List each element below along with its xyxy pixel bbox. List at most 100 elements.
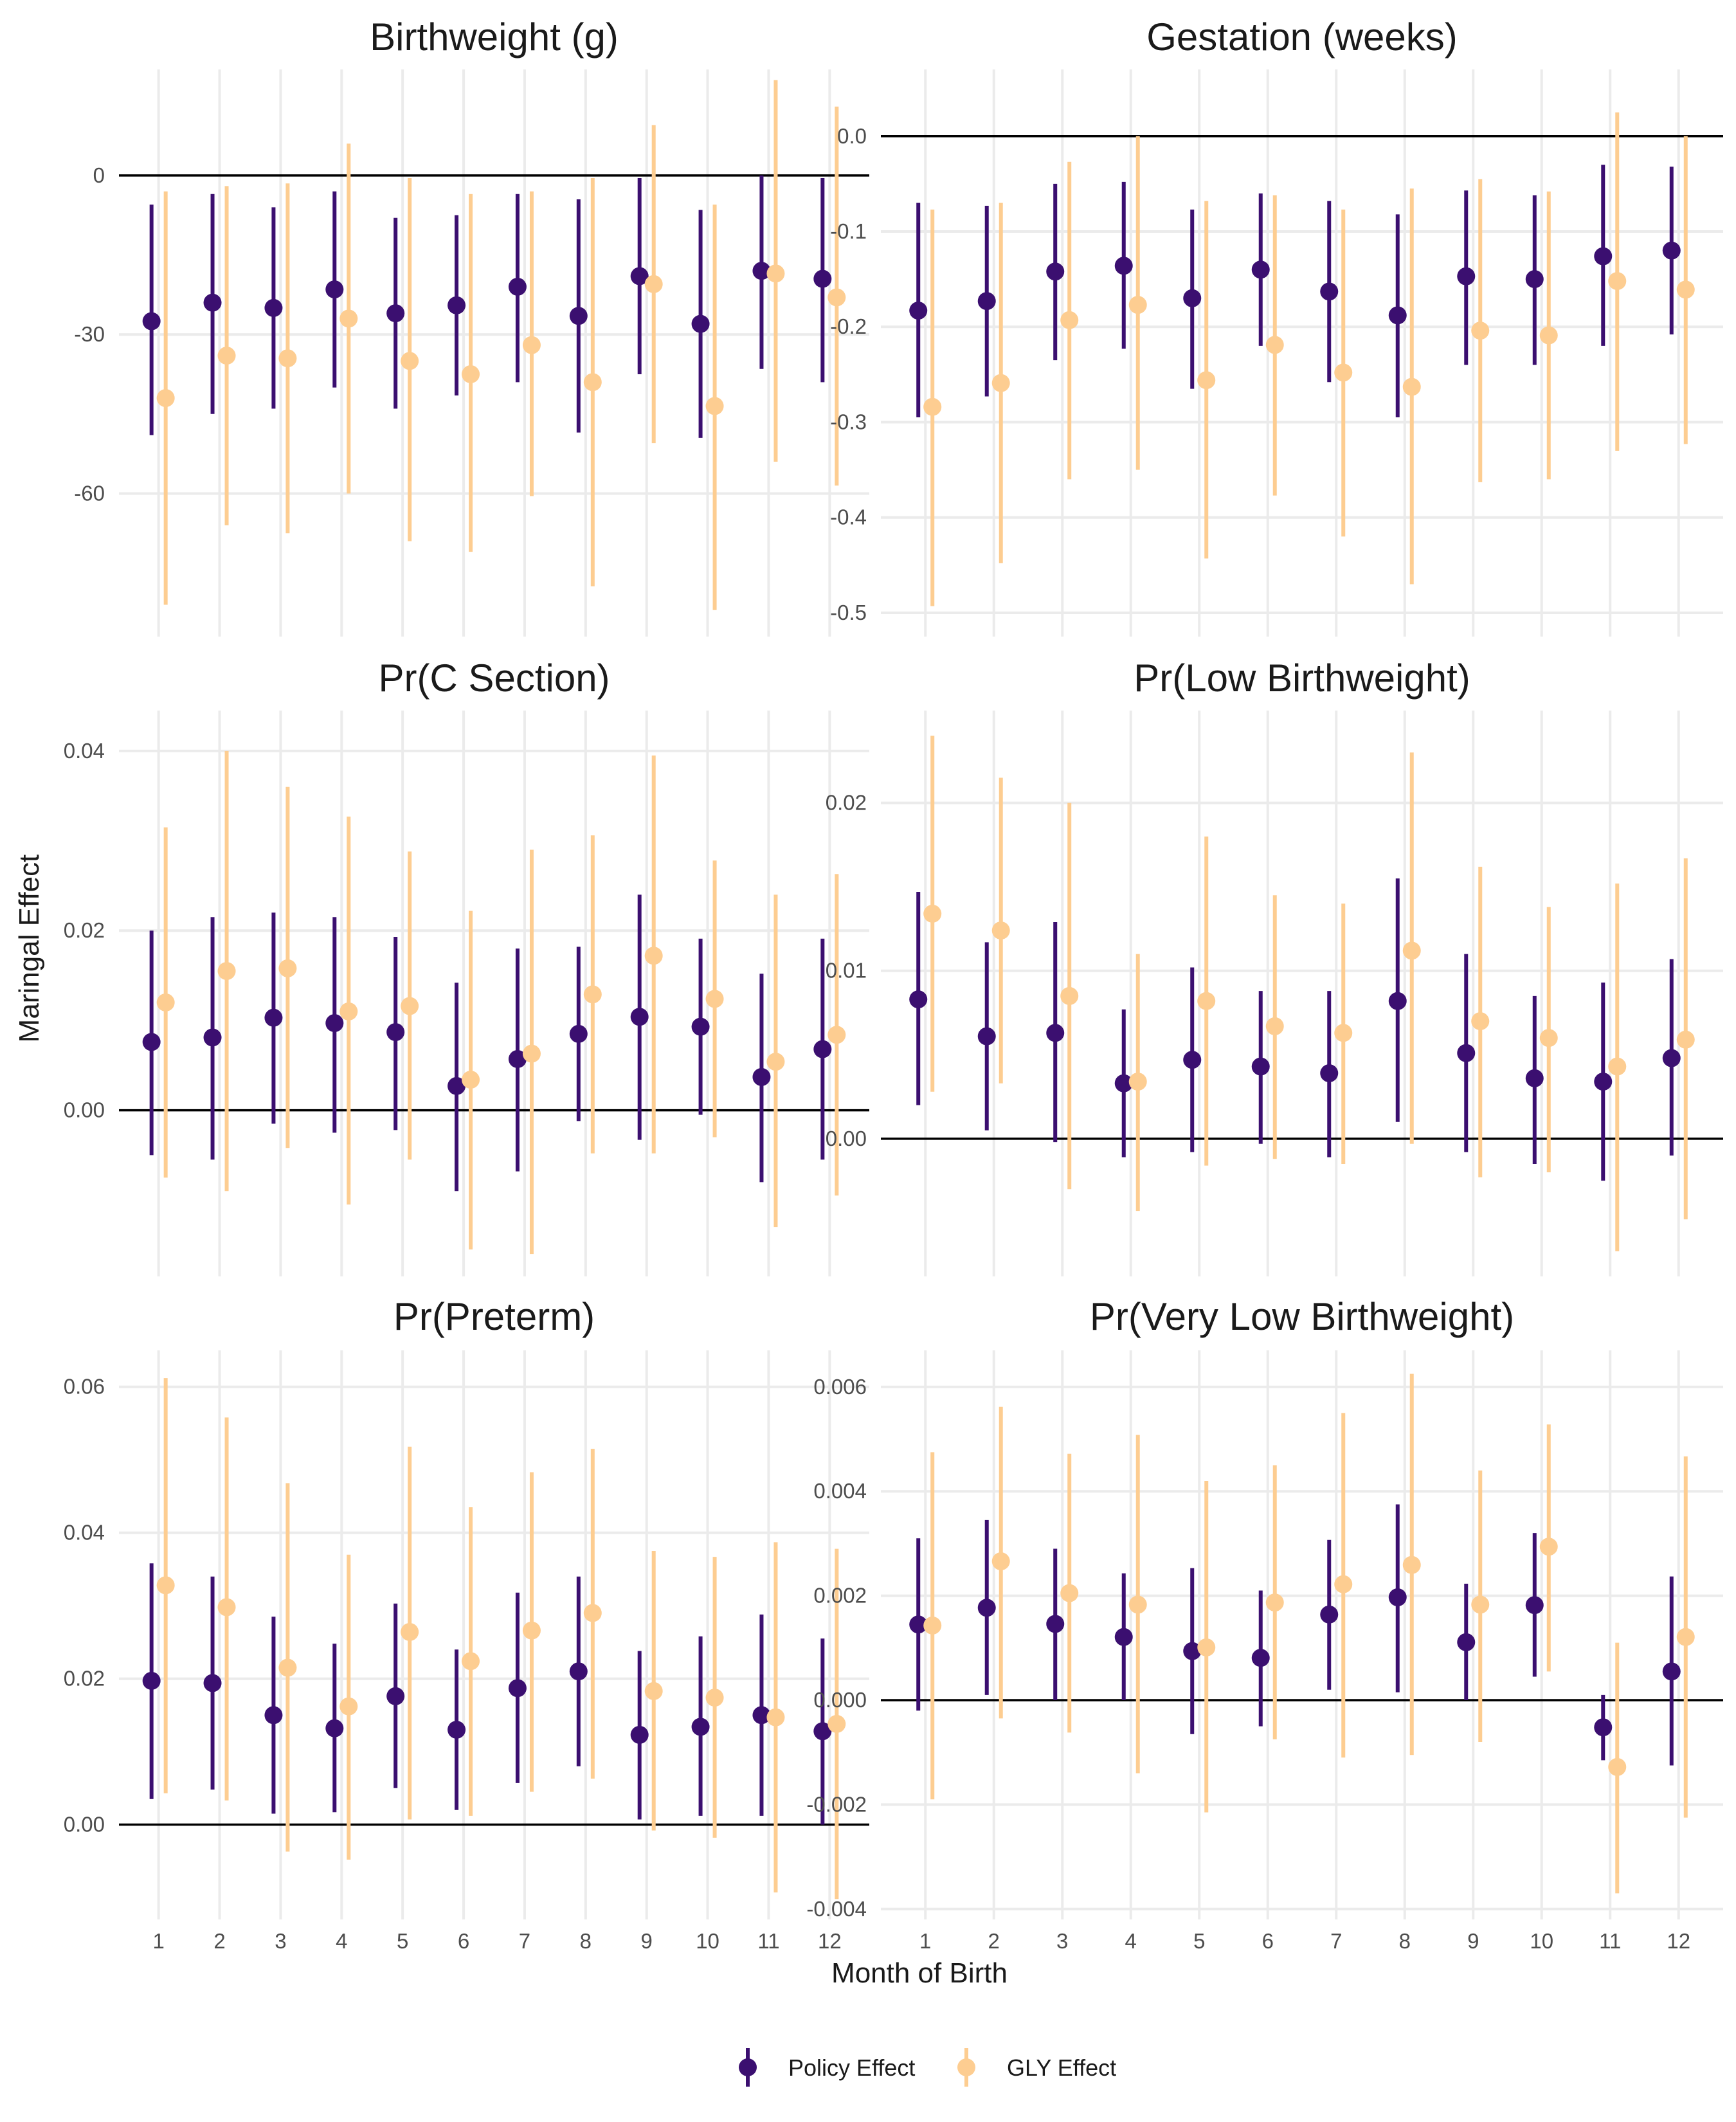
x-tick-label: 5 <box>397 1929 408 1953</box>
policy-point <box>264 1706 283 1725</box>
x-tick-label: 2 <box>213 1929 225 1953</box>
gly-point <box>766 1708 785 1727</box>
gly-point <box>1128 1073 1147 1091</box>
policy-point <box>448 1076 466 1095</box>
policy-point <box>1320 1605 1339 1624</box>
gly-point <box>1402 1555 1421 1574</box>
legend-key-policy-dot <box>739 2058 757 2076</box>
gly-point <box>278 1658 297 1677</box>
gly-point <box>1676 1030 1695 1049</box>
y-tick-label: 0.006 <box>813 1375 867 1399</box>
gly-point <box>1539 1537 1558 1556</box>
panel-title: Pr(Very Low Birthweight) <box>1090 1295 1514 1338</box>
policy-point <box>1046 1024 1065 1042</box>
policy-point <box>1594 1718 1613 1737</box>
x-tick-label: 3 <box>275 1929 286 1953</box>
gly-point <box>1060 986 1079 1005</box>
gly-point <box>827 1026 846 1044</box>
x-tick-label: 12 <box>1667 1929 1690 1953</box>
panels: 0 -30 -60 Birthweight (g) 0.0 -0.1 -0.2 -0.3 -0.… <box>64 15 1723 1953</box>
policy-point <box>1251 260 1270 279</box>
policy-point <box>1251 1649 1270 1667</box>
gly-point <box>827 288 846 307</box>
panel-title: Birthweight (g) <box>370 15 619 59</box>
policy-point <box>1662 1049 1681 1067</box>
gly-point <box>339 309 358 328</box>
y-tick-label: -0.1 <box>830 219 867 243</box>
x-tick-label: 1 <box>152 1929 164 1953</box>
y-tick-label: -0.002 <box>806 1792 867 1816</box>
x-tick-label: 6 <box>458 1929 469 1953</box>
gly-point <box>1608 1757 1627 1776</box>
policy-point <box>977 1027 996 1046</box>
gly-point <box>522 1621 541 1640</box>
policy-point <box>1046 262 1065 281</box>
policy-point <box>813 269 832 288</box>
gly-point <box>156 389 175 408</box>
gly-point <box>923 1616 942 1635</box>
panel-title: Pr(Preterm) <box>393 1295 595 1338</box>
gly-point <box>217 962 236 981</box>
y-tick-label: 0.0 <box>837 124 867 148</box>
policy-point <box>1594 1073 1613 1091</box>
x-tick-label: 11 <box>1599 1929 1621 1953</box>
gly-point <box>766 1053 785 1071</box>
policy-point <box>386 1023 405 1042</box>
policy-point <box>977 292 996 311</box>
policy-point <box>569 1024 588 1043</box>
policy-point <box>813 1722 832 1741</box>
gly-point <box>401 352 419 370</box>
gly-point <box>705 1689 724 1707</box>
gly-point <box>1402 377 1421 396</box>
policy-point <box>386 304 405 323</box>
policy-point <box>691 314 710 333</box>
gly-point <box>705 990 724 1008</box>
gly-point <box>644 947 663 965</box>
y-tick-label: 0.00 <box>826 1127 867 1150</box>
legend-label-policy: Policy Effect <box>788 2054 915 2081</box>
policy-point <box>448 1721 466 1739</box>
x-tick-label: 8 <box>1399 1929 1411 1953</box>
policy-point <box>1594 247 1613 266</box>
gly-point <box>1265 1593 1284 1612</box>
panel-1: 0 -30 -60 Birthweight (g) <box>74 15 869 637</box>
gly-point <box>1265 336 1284 354</box>
policy-point <box>569 1662 588 1681</box>
policy-point <box>325 1014 344 1033</box>
gly-point <box>1471 322 1490 340</box>
policy-point <box>1114 257 1133 275</box>
policy-point <box>325 1719 344 1737</box>
x-tick-label: 12 <box>818 1929 842 1953</box>
gly-point <box>1265 1017 1284 1035</box>
gly-point <box>583 1604 602 1622</box>
policy-point <box>508 277 527 296</box>
policy-point <box>1320 1064 1339 1083</box>
gly-point <box>462 365 480 383</box>
policy-point <box>630 1725 649 1744</box>
x-axis-label: Month of Birth <box>831 1957 1008 1989</box>
policy-point <box>264 1008 283 1027</box>
y-tick-label: 0.02 <box>64 918 105 942</box>
y-tick-label: -30 <box>74 322 105 346</box>
y-tick-label: 0.002 <box>813 1584 867 1608</box>
gly-point <box>923 397 942 416</box>
gly-point <box>644 275 663 293</box>
gly-point <box>1128 1595 1147 1614</box>
legend-label-gly: GLY Effect <box>1007 2054 1116 2081</box>
policy-point <box>508 1679 527 1698</box>
policy-point <box>630 1008 649 1026</box>
x-tick-label: 9 <box>641 1929 653 1953</box>
policy-point <box>1457 1044 1476 1062</box>
gly-point <box>991 374 1010 392</box>
policy-point <box>142 1033 161 1051</box>
gly-point <box>1334 1575 1353 1593</box>
policy-point <box>1457 1633 1476 1651</box>
y-tick-label: -0.4 <box>830 505 867 529</box>
legend-key-gly-dot <box>957 2058 975 2076</box>
policy-point <box>569 307 588 325</box>
x-tick-label: 10 <box>1530 1929 1553 1953</box>
policy-point <box>977 1599 996 1617</box>
y-tick-label: -0.004 <box>806 1897 867 1921</box>
